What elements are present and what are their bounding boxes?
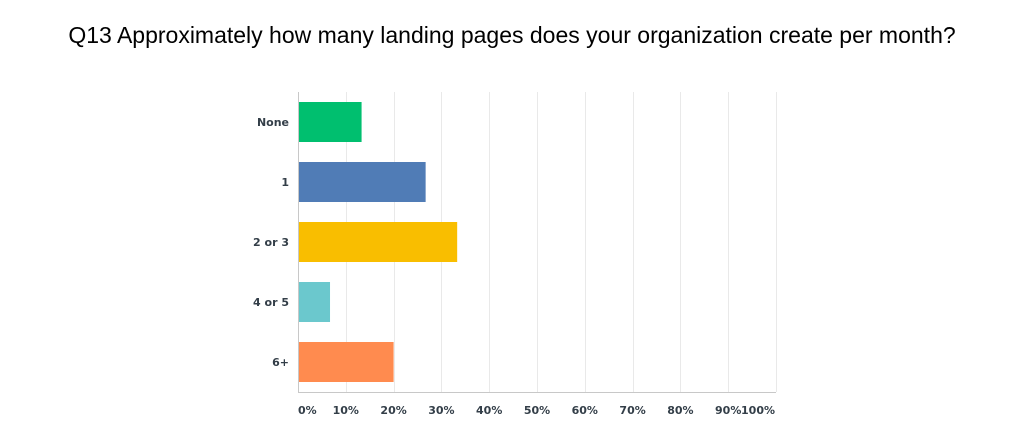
bar <box>298 282 331 322</box>
chart-title: Q13 Approximately how many landing pages… <box>68 22 956 48</box>
x-tick-label: 50% <box>524 404 550 417</box>
bar <box>298 342 394 382</box>
x-tick-label: 20% <box>380 404 406 417</box>
x-tick-label: 10% <box>333 404 359 417</box>
category-label: 1 <box>281 176 289 189</box>
x-tick-label: 70% <box>619 404 645 417</box>
category-labels: None 1 2 or 3 4 or 5 6+ <box>253 116 289 369</box>
bar <box>298 162 426 202</box>
category-label: 6+ <box>272 356 289 369</box>
x-tick-label: 40% <box>476 404 502 417</box>
x-tick-label: 90% <box>715 404 741 417</box>
x-tick-labels: 0% 10% 20% 30% 40% 50% 60% 70% 80% 90% 100% <box>298 404 775 417</box>
bars <box>298 102 458 382</box>
bar <box>298 222 458 262</box>
category-label: None <box>257 116 289 129</box>
x-tick-label: 100% <box>741 404 775 417</box>
x-tick-label: 30% <box>428 404 454 417</box>
bar <box>298 102 362 142</box>
x-tick-label: 60% <box>572 404 598 417</box>
axes <box>298 92 776 393</box>
x-tick-label: 0% <box>298 404 317 417</box>
x-tick-label: 80% <box>667 404 693 417</box>
category-label: 4 or 5 <box>253 296 289 309</box>
category-label: 2 or 3 <box>253 236 289 249</box>
